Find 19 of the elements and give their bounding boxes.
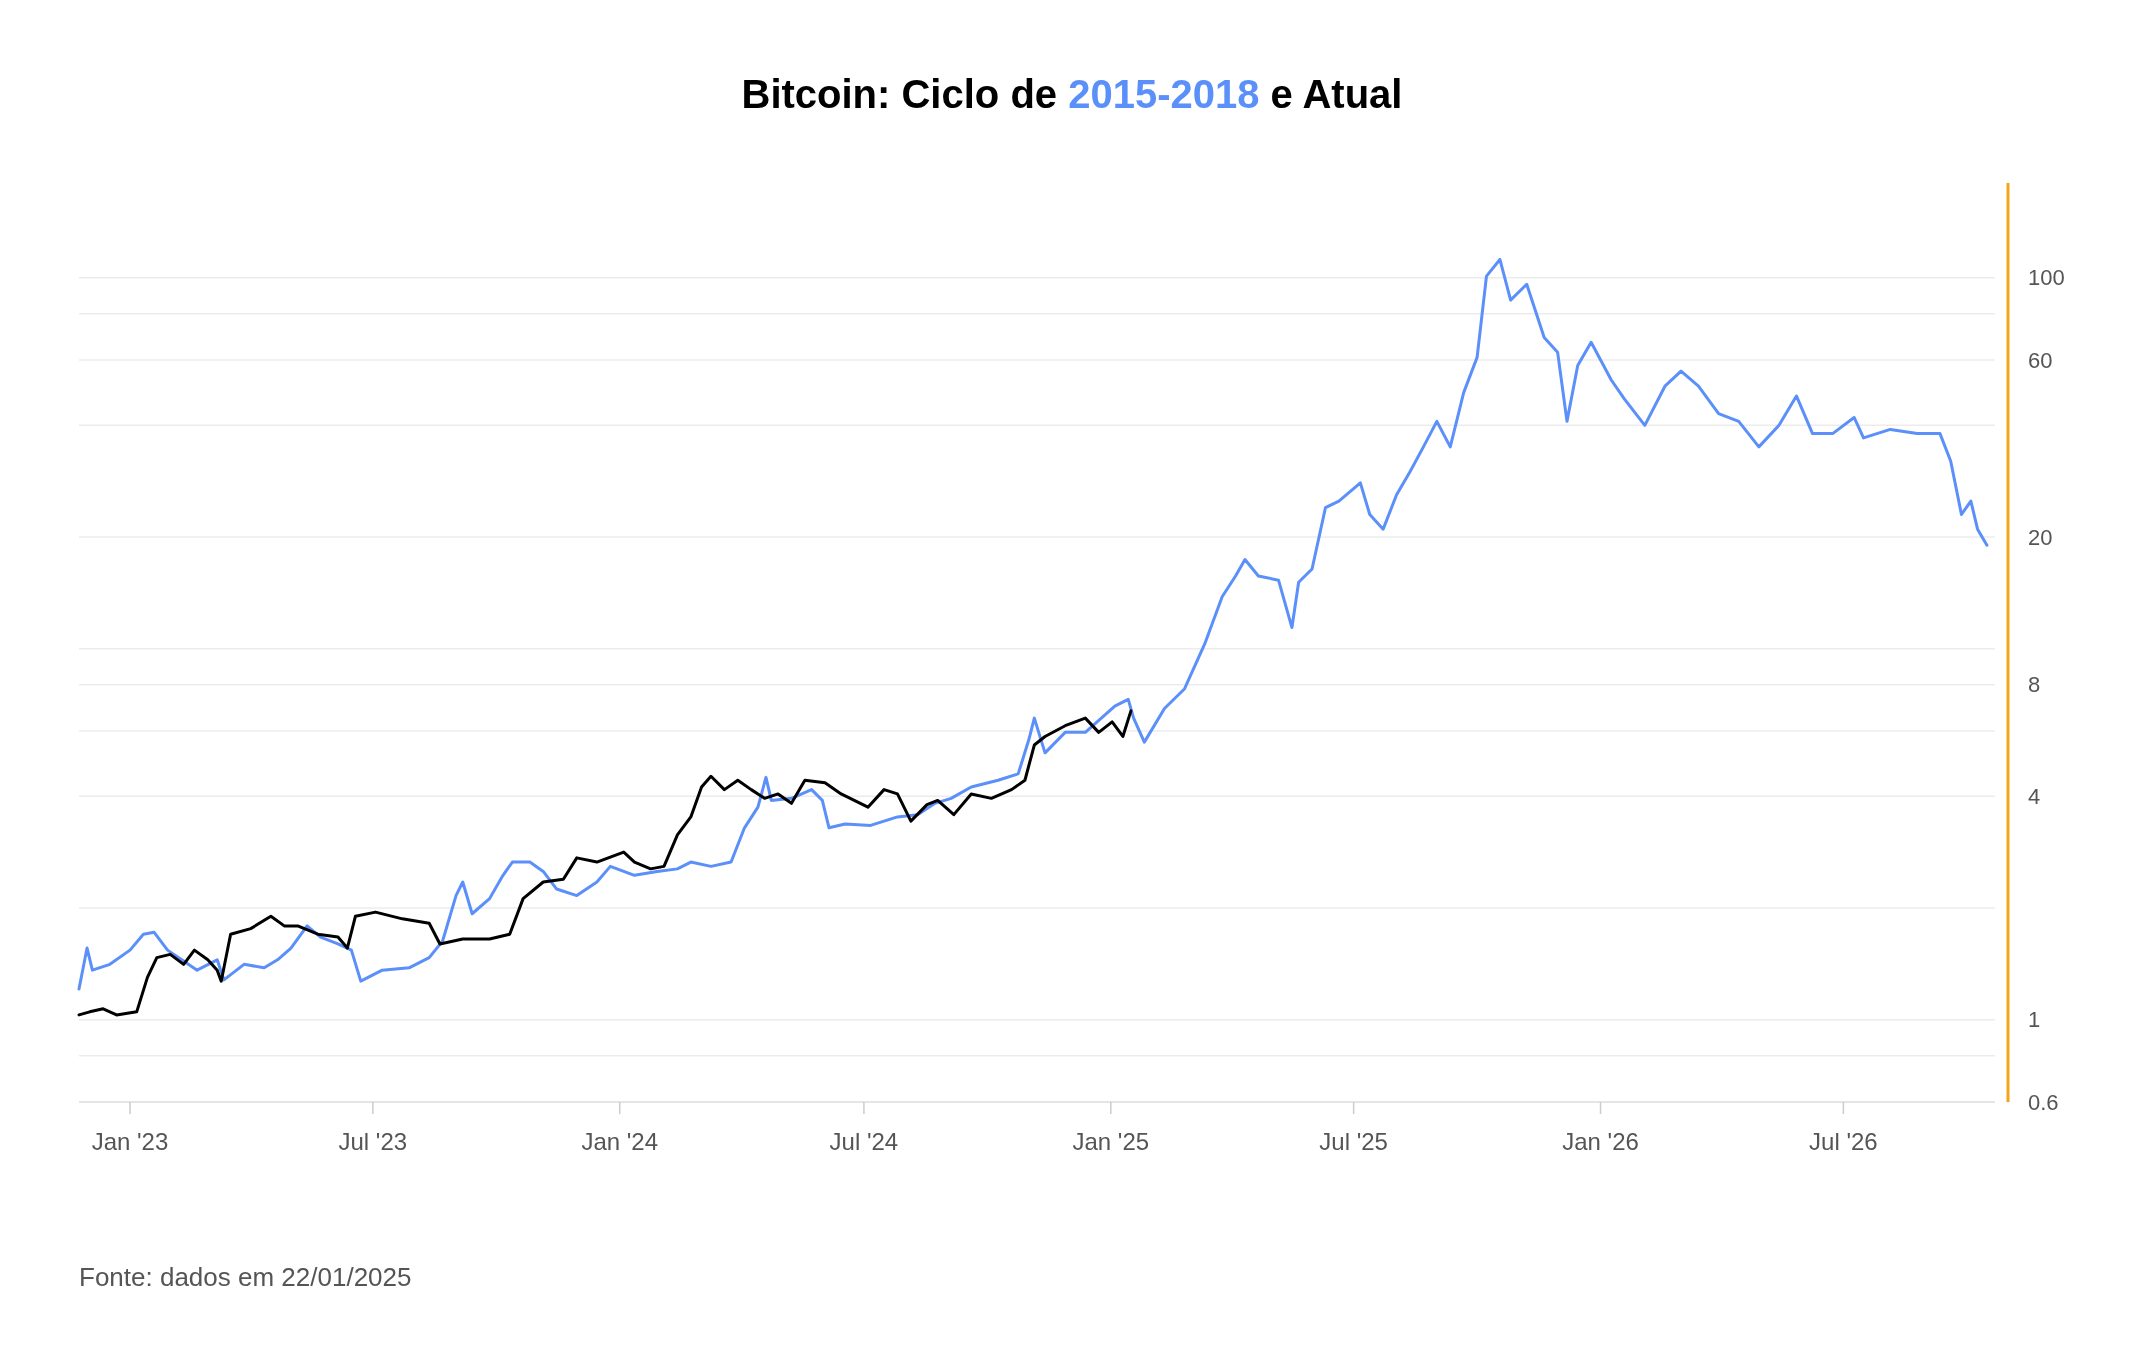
y-tick-label: 0.6	[2028, 1089, 2059, 1115]
x-tick-label: Jan '26	[1562, 1128, 1639, 1155]
y-tick-label: 60	[2028, 347, 2053, 373]
chart-title: Bitcoin: Ciclo de 2015-2018 e Atual	[741, 72, 1403, 116]
line-series	[77, 709, 1133, 1017]
line-series	[77, 257, 1989, 991]
y-tick-label: 8	[2028, 672, 2041, 698]
y-tick-label: 100	[2028, 265, 2065, 291]
y-tick-label: 4	[2028, 784, 2041, 810]
x-tick-label: Jul '26	[1809, 1128, 1878, 1155]
x-tick-label: Jan '23	[91, 1128, 169, 1155]
y-tick-label: 20	[2028, 524, 2053, 550]
x-tick-label: Jul '24	[829, 1128, 899, 1155]
x-tick-label: Jul '25	[1319, 1128, 1388, 1155]
y-tick-label: 1	[2028, 1007, 2041, 1033]
x-tick-label: Jan '24	[581, 1128, 659, 1155]
x-tick-label: Jan '25	[1072, 1128, 1150, 1155]
x-tick-label: Jul '23	[338, 1128, 408, 1155]
source-note: Fonte: dados em 22/01/2025	[79, 1262, 412, 1292]
